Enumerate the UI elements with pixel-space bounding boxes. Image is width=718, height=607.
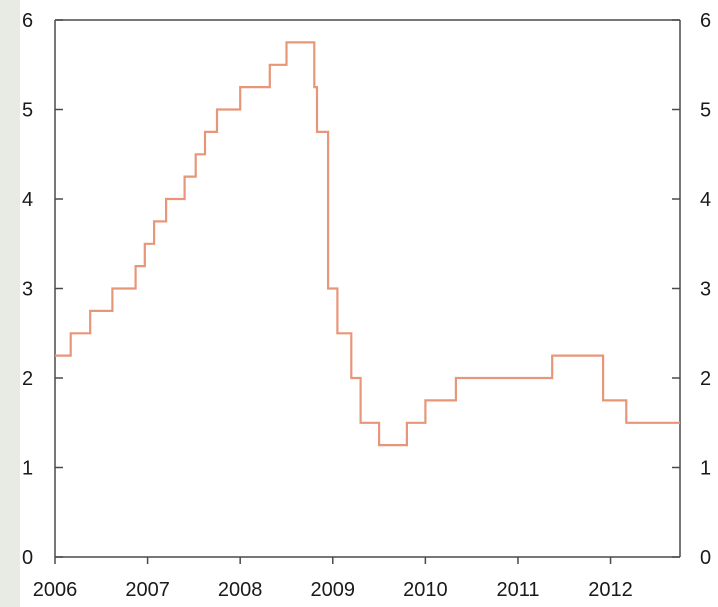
tick-marks (54, 19, 680, 564)
tick-labels: 0 0 1 1 2 2 3 3 4 4 5 5 6 6 2006 2007 2008 2009 2010 2011 20… (22, 10, 711, 601)
y-tick-label-right: 0 (700, 547, 711, 569)
y-tick-label-left: 1 (22, 458, 33, 480)
x-tick-label: 2007 (125, 579, 170, 601)
y-tick-label-left: 4 (22, 189, 33, 211)
y-tick-label-right: 1 (700, 458, 711, 480)
series-layer (55, 41, 680, 447)
y-tick-label-right: 5 (700, 100, 711, 122)
policy-rate-step-line (55, 41, 680, 447)
x-tick-label: 2006 (33, 579, 78, 601)
y-tick-label-left: 0 (22, 547, 33, 569)
y-tick-label-right: 2 (700, 368, 711, 390)
x-tick-label: 2011 (496, 579, 539, 601)
y-tick-label-left: 6 (22, 10, 33, 32)
x-tick-label: 2010 (403, 579, 448, 601)
y-tick-label-right: 6 (700, 10, 711, 32)
left-margin-strip (0, 0, 20, 607)
axes (54, 19, 681, 558)
y-tick-label-right: 4 (700, 189, 711, 211)
y-tick-label-left: 2 (22, 368, 33, 390)
x-tick-label: 2012 (588, 579, 633, 601)
x-tick-label: 2009 (311, 579, 356, 601)
x-tick-label: 2008 (218, 579, 263, 601)
y-tick-label-left: 3 (22, 279, 33, 301)
y-tick-label-left: 5 (22, 100, 33, 122)
y-tick-label-right: 3 (700, 279, 711, 301)
